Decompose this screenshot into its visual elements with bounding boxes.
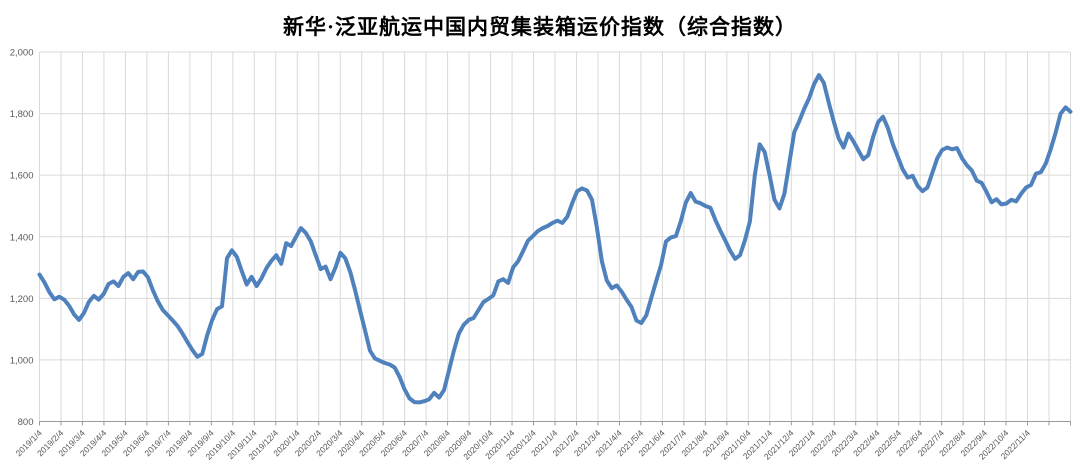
y-axis-tick-label: 1,600 xyxy=(10,171,34,182)
y-axis-tick-label: 1,000 xyxy=(10,355,34,366)
y-axis-tick-label: 1,400 xyxy=(10,232,34,243)
index-series-line xyxy=(37,73,1073,405)
chart-title: 新华·泛亚航运中国内贸集装箱运价指数（综合指数） xyxy=(282,15,797,39)
y-axis-tick-label: 1,800 xyxy=(10,109,34,120)
y-axis-tick-label: 2,000 xyxy=(10,48,34,59)
y-axis-tick-label: 1,200 xyxy=(10,294,34,305)
y-axis-tick-label: 800 xyxy=(18,417,34,428)
